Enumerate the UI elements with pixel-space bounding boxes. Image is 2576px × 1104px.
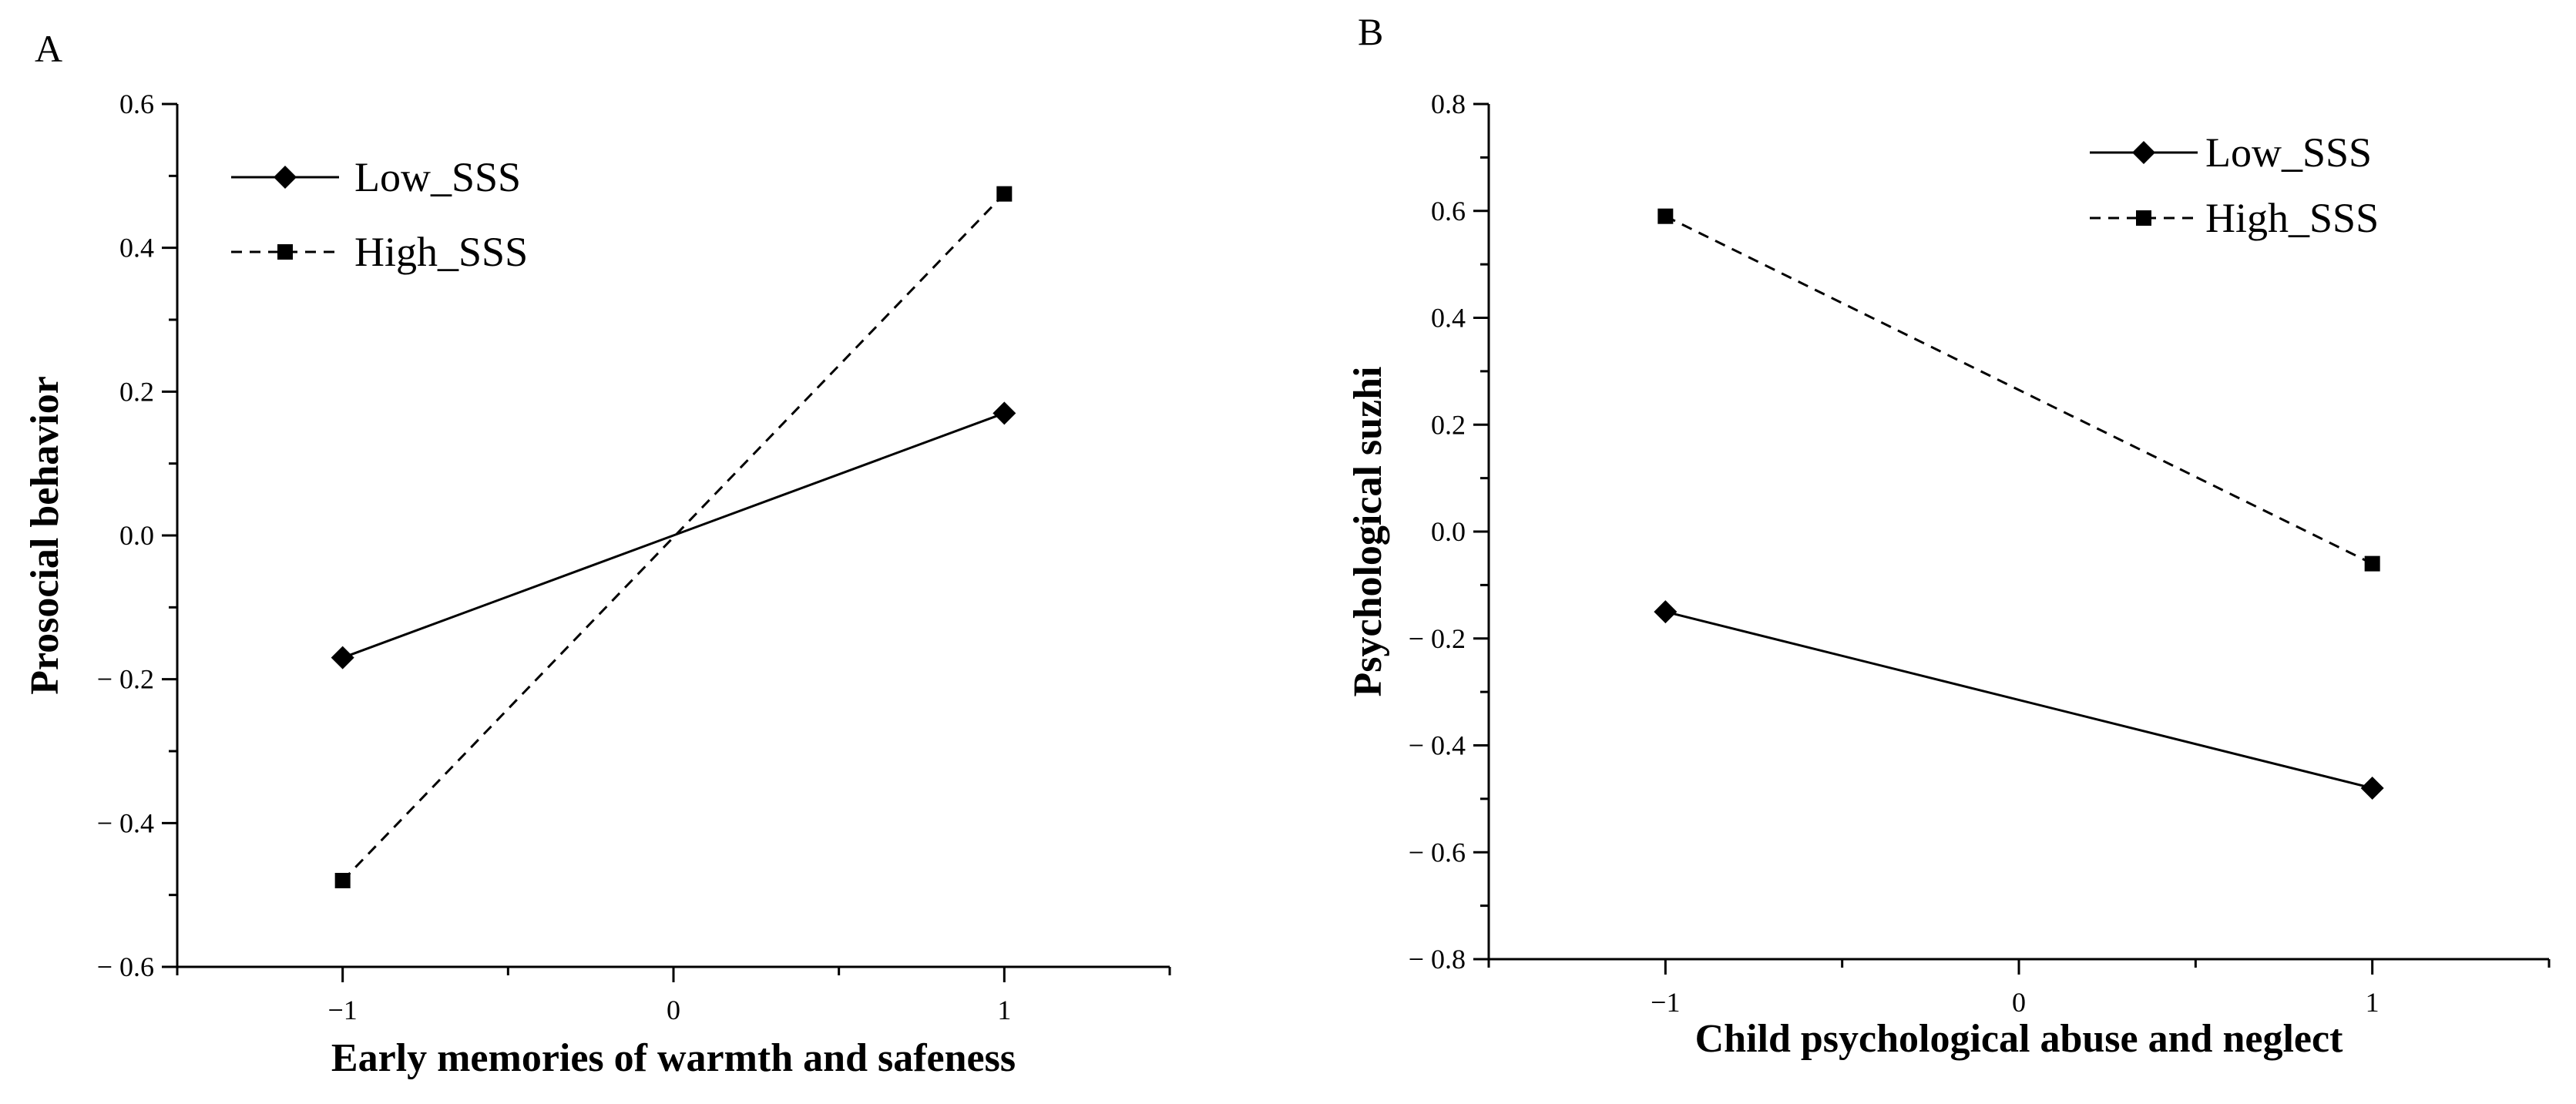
y-tick-label: 0.0: [119, 520, 154, 551]
data-point-marker: [1654, 600, 1678, 624]
y-tick-label: − 0.6: [97, 951, 154, 982]
y-tick-label: 0.2: [1431, 409, 1466, 440]
y-tick-label: − 0.6: [1409, 837, 1466, 867]
data-point-marker: [1657, 208, 1674, 224]
y-tick-label: 0.2: [119, 376, 154, 407]
x-tick-label: −1: [328, 995, 358, 1025]
x-tick-label: −1: [1651, 987, 1680, 1018]
legend-entry: Low_SSS: [2090, 129, 2372, 176]
y-tick-label: − 0.4: [97, 807, 154, 838]
legend-swatch-marker: [274, 166, 297, 189]
legend-entry: High_SSS: [2090, 195, 2379, 241]
y-tick-label: − 0.4: [1409, 730, 1466, 761]
legend-label: Low_SSS: [2205, 129, 2372, 176]
x-axis-title: Early memories of warmth and safeness: [331, 1036, 1016, 1080]
x-tick-label: 1: [997, 995, 1011, 1025]
y-tick-label: 0.4: [119, 233, 154, 263]
legend-swatch-marker: [277, 244, 293, 260]
data-point-marker: [996, 186, 1013, 202]
y-tick-label: 0.6: [119, 89, 154, 119]
series-line: [1664, 215, 2373, 565]
panel-label: B: [1358, 10, 1383, 53]
series-line: [1664, 610, 2373, 790]
y-tick-label: − 0.2: [1409, 623, 1466, 654]
x-tick-label: 1: [2366, 987, 2380, 1018]
y-axis-title: Psychological suzhi: [1346, 366, 1390, 696]
x-tick-label: 0: [2012, 987, 2026, 1018]
x-tick-label: 0: [667, 995, 680, 1025]
data-point-marker: [331, 646, 354, 669]
y-tick-label: − 0.2: [97, 664, 154, 695]
y-axis-title: Prosocial behavior: [23, 376, 67, 695]
data-point-marker: [334, 873, 351, 888]
series-line: [342, 411, 1005, 659]
y-tick-label: 0.8: [1431, 89, 1466, 119]
series-line: [341, 193, 1006, 882]
legend-entry: Low_SSS: [231, 154, 521, 200]
y-tick-label: 0.6: [1431, 196, 1466, 227]
series-high-sss: [1657, 208, 2380, 572]
legend-swatch-marker: [2132, 141, 2155, 164]
y-tick-label: − 0.8: [1409, 944, 1466, 975]
series-low-sss: [331, 401, 1016, 669]
y-tick-label: 0.0: [1431, 516, 1466, 547]
x-axis-title: Child psychological abuse and neglect: [1695, 1017, 2343, 1061]
series-low-sss: [1654, 600, 2384, 800]
data-point-marker: [2360, 777, 2384, 800]
data-point-marker: [992, 401, 1016, 425]
panel-a: A − 0.6 − 0.4 − 0.2 0.0 0.2 0.4 0.6 −1 0 1 Early me…: [23, 27, 1171, 1080]
legend-entry: High_SSS: [231, 229, 528, 275]
panel-label: A: [35, 27, 62, 70]
y-tick-label: 0.4: [1431, 303, 1466, 334]
series-high-sss: [334, 186, 1013, 888]
legend-label: High_SSS: [2205, 195, 2379, 241]
data-point-marker: [2364, 555, 2380, 572]
legend-label: Low_SSS: [354, 154, 521, 200]
legend-swatch-marker: [2136, 210, 2151, 226]
legend-label: High_SSS: [354, 229, 528, 275]
panel-b: B − 0.8 − 0.6 − 0.4 − 0.2 0.0 0.2 0.4 0.6 0.8 −1 0 1…: [1346, 10, 2551, 1061]
